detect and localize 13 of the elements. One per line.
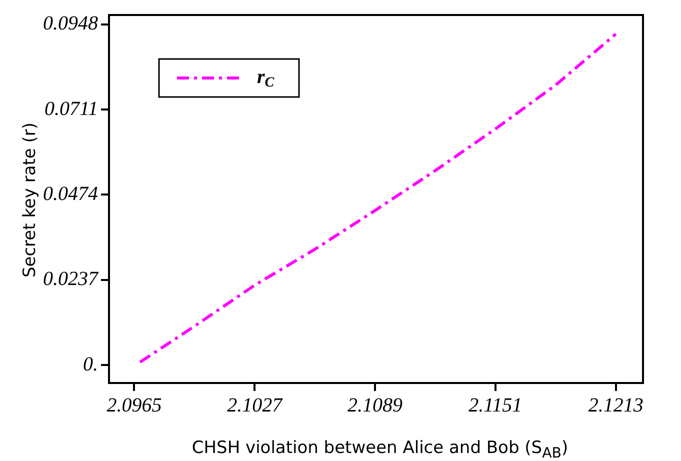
y-tick-label: 0.0711 [44,98,98,120]
y-axis-title: Secret key rate (r) [20,122,40,278]
y-tick-label: 0.0948 [43,12,98,35]
x-tick-label: 2.1151 [468,394,522,416]
x-axis-title: CHSH violation between Alice and Bob (S$_{AB}$) [192,438,568,461]
y-tick-label: 0.0237 [43,268,99,290]
x-tick-label: 2.0965 [106,394,162,416]
x-tick-label: 2.1027 [227,394,284,416]
y-tick-label: 0. [83,353,98,376]
y-tick-label: 0.0474 [43,182,98,205]
x-tick-label: 2.1089 [348,394,403,416]
line-series [138,32,618,364]
x-tick-label: 2.1213 [588,394,644,416]
